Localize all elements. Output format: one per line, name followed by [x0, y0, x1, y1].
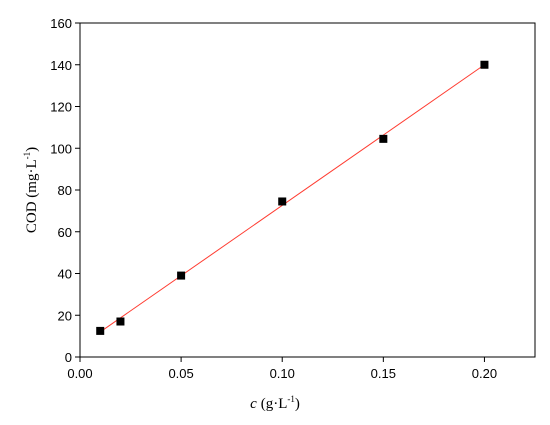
data-point: [480, 60, 489, 69]
data-point: [278, 197, 287, 206]
y-tick-label: 0: [65, 350, 72, 365]
x-tick-label: 0.15: [371, 366, 396, 381]
x-tick-label: 0.05: [168, 366, 193, 381]
data-point: [116, 317, 125, 326]
y-tick-label: 40: [58, 267, 72, 282]
data-point: [177, 271, 186, 280]
x-axis-label: c (g·L-1): [250, 394, 300, 412]
y-tick-label: 20: [58, 308, 72, 323]
y-tick-label: 100: [50, 141, 72, 156]
x-tick-label: 0.10: [270, 366, 295, 381]
y-tick-label: 160: [50, 16, 72, 31]
plot-frame: [79, 22, 536, 358]
data-point: [96, 326, 105, 335]
x-tick-label: 0.00: [67, 366, 92, 381]
x-tick-label: 0.20: [472, 366, 497, 381]
y-tick-label: 140: [50, 58, 72, 73]
y-tick-label: 80: [58, 183, 72, 198]
data-point: [379, 134, 388, 143]
y-tick-label: 120: [50, 100, 72, 115]
y-tick-label: 60: [58, 225, 72, 240]
fit-line: [99, 64, 485, 333]
y-axis-label: COD (mg·L-1): [22, 147, 40, 233]
